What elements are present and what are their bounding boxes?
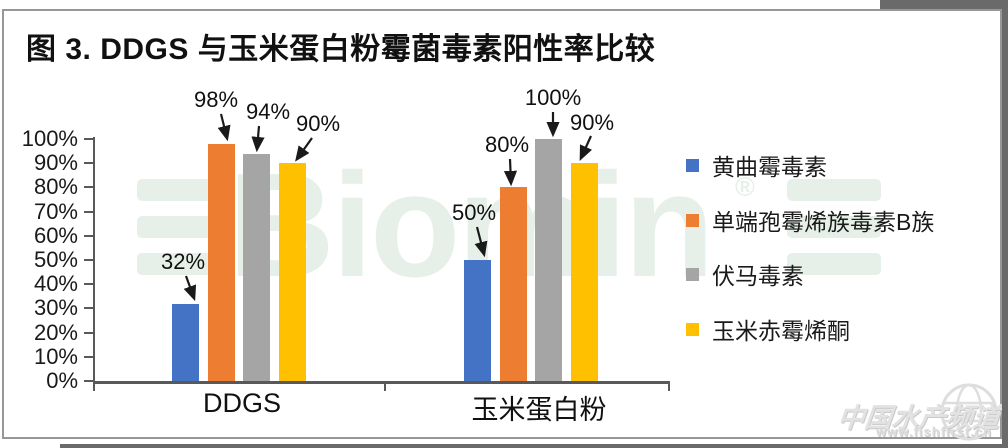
value-label-ddgs-trichothecenes: 98% (193, 87, 239, 112)
value-label-ddgs-zearalenone: 90% (295, 111, 341, 136)
legend-item-fumonisin: 伏马毒素 (686, 261, 804, 289)
slide-frame (2, 9, 1002, 439)
value-label-cgm-trichothecenes: 80% (484, 132, 530, 157)
site-watermark-url: www.fishfirst.cn (876, 424, 992, 439)
bar (278, 163, 306, 381)
x-axis-line (93, 381, 670, 384)
bar (570, 163, 598, 381)
y-axis-tick (84, 162, 93, 165)
y-axis-tick (84, 355, 93, 358)
bar (499, 187, 527, 381)
y-axis-tick (84, 307, 93, 310)
y-axis-tick-label: 60% (33, 222, 78, 248)
y-axis-tick-label: 40% (33, 271, 78, 297)
y-axis-tick (84, 138, 93, 140)
brand-logo-bars-right-icon (787, 179, 881, 290)
value-label-ddgs-aflatoxin: 32% (160, 249, 206, 274)
y-axis-tick-label: 10% (33, 343, 78, 369)
legend-label-zearalenone: 玉米赤霉烯酮 (712, 318, 850, 344)
value-label-cgm-fumonisin: 100% (524, 85, 582, 110)
bar (535, 139, 562, 381)
y-axis-tick (84, 210, 93, 213)
legend-label-trichothecenes: 单端孢霉烯族毒素B族 (712, 209, 935, 235)
y-axis-tick (84, 259, 93, 261)
x-category-label-ddgs: DDGS (202, 388, 281, 418)
photo-edge-top-right (880, 0, 1008, 9)
y-axis-tick-label: 80% (33, 174, 78, 200)
y-axis-tick-label: 100% (21, 126, 78, 151)
bar (464, 260, 491, 381)
bar (207, 143, 235, 381)
y-axis-tick-label: 50% (33, 247, 78, 272)
legend-item-aflatoxin: 黄曲霉毒素 (686, 152, 827, 180)
y-axis-tick (84, 186, 93, 189)
bar (243, 153, 270, 381)
y-axis-tick-label: 0% (46, 368, 78, 393)
x-category-label-corn-gluten: 玉米蛋白粉 (471, 395, 607, 425)
y-axis-tick-label: 90% (33, 150, 78, 176)
legend-item-zearalenone: 玉米赤霉烯酮 (686, 316, 850, 344)
legend-swatch-fumonisin (686, 267, 699, 281)
registered-mark: ® (735, 172, 755, 202)
x-axis-tick (384, 382, 386, 391)
x-axis-tick (93, 382, 95, 391)
globe-icon (940, 383, 998, 441)
y-axis-tick-label: 20% (33, 319, 78, 345)
y-axis-tick-label: 30% (33, 295, 78, 321)
bar (172, 303, 199, 381)
y-axis-tick-label: 70% (33, 198, 78, 224)
x-axis-tick (668, 382, 670, 391)
y-axis-tick (84, 283, 93, 286)
photo-edge-bottom (60, 444, 1008, 448)
y-axis-tick (84, 331, 93, 334)
photo-edge-right (1002, 0, 1008, 448)
value-label-cgm-zearalenone: 90% (569, 110, 615, 135)
legend-swatch-trichothecenes (686, 213, 699, 227)
legend-label-fumonisin: 伏马毒素 (712, 263, 804, 289)
value-label-cgm-aflatoxin: 50% (451, 200, 497, 225)
chart-title: 图 3. DDGS 与玉米蛋白粉霉菌毒素阳性率比较 (26, 33, 656, 66)
y-axis-line (93, 137, 95, 383)
value-label-ddgs-fumonisin: 94% (245, 99, 291, 124)
y-axis-tick (84, 380, 93, 382)
legend-item-trichothecenes: 单端孢霉烯族毒素B族 (686, 207, 934, 235)
legend-label-aflatoxin: 黄曲霉毒素 (712, 154, 827, 180)
legend-swatch-zearalenone (686, 322, 699, 336)
legend-swatch-aflatoxin (686, 158, 699, 172)
y-axis-tick (84, 234, 93, 237)
